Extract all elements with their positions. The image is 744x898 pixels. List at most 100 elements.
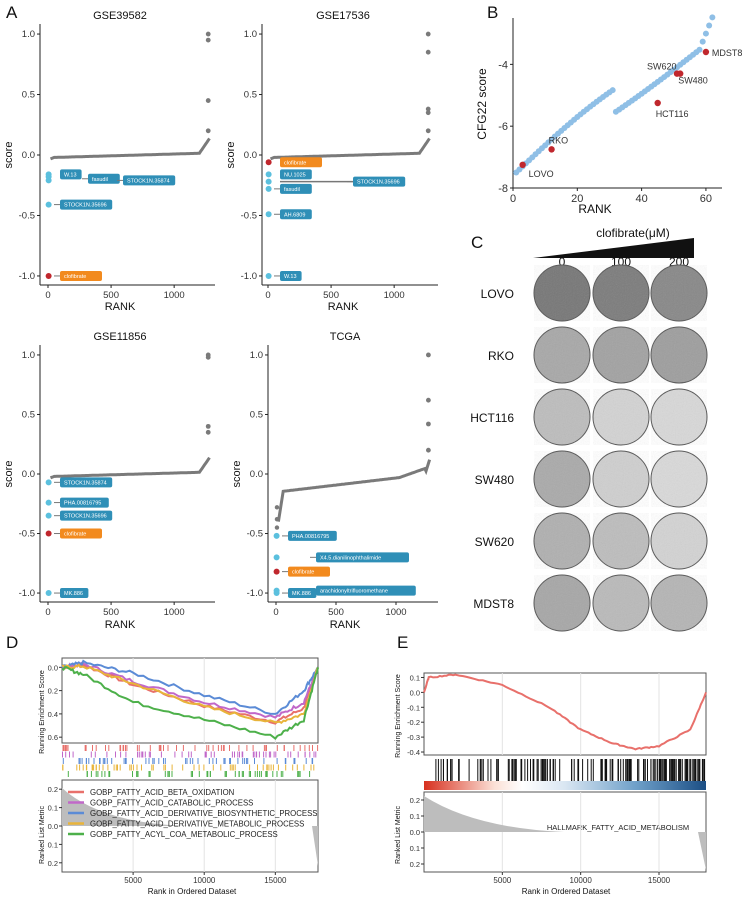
drug-label: fasudil xyxy=(92,177,108,183)
y-tick-label: 0.0 xyxy=(22,469,35,480)
well-texture xyxy=(534,327,590,383)
well-image xyxy=(533,326,591,384)
drug-label: STOCK1N.35696 xyxy=(64,514,107,520)
highlight-point xyxy=(45,201,52,208)
data-point xyxy=(709,14,716,21)
well-texture xyxy=(651,513,707,569)
y-tick-label: 0.0 xyxy=(410,828,420,837)
highlight-point xyxy=(265,178,272,185)
highlight-point xyxy=(45,177,52,184)
x-axis-label: Rank in Ordered Dataset xyxy=(148,887,237,896)
drug-label-box xyxy=(288,566,330,577)
well-texture xyxy=(593,389,649,445)
y-tick-label: 0.1 xyxy=(410,673,420,682)
y-axis-label-top: Running Enrichment Score xyxy=(39,670,46,754)
y-tick-label: 0.0 xyxy=(48,663,58,672)
highlight-point xyxy=(702,48,710,56)
drug-label-box xyxy=(60,528,102,539)
y-tick-label: 1.0 xyxy=(244,29,257,40)
panel-c: clofibrate(μM) 0 100 200LOVORKOHCT116SW480… xyxy=(470,226,708,632)
well-image xyxy=(533,450,591,508)
y-axis-label: CFG22 score xyxy=(475,68,489,140)
es-curve xyxy=(61,666,319,741)
y-tick-label: 0.0 xyxy=(250,469,263,480)
rank-plot-gse11856: GSE11856 RANK score 1.0 0.5 0.0 -0.5 -1.0 0 50… xyxy=(3,331,215,631)
drug-label-box xyxy=(123,175,176,186)
drug-label: clofibrate xyxy=(64,532,86,538)
drug-label-box xyxy=(60,477,113,488)
panel-e: Running Enrichment Score Ranked List Met… xyxy=(395,672,707,896)
y-tick-label: -0.5 xyxy=(241,210,257,221)
y-tick-label: -1.0 xyxy=(19,588,35,599)
well-texture xyxy=(534,265,590,321)
y-tick-label: 0.5 xyxy=(22,90,35,101)
rank-plot-gse39582: GSE39582 RANK score 1.0 0.5 0.0 -0.5 -1.0 0 50… xyxy=(3,10,215,313)
cell-line-label: SW620 xyxy=(647,62,677,72)
data-point xyxy=(426,397,431,403)
panel-b: RANK CFG22 score -4 -6 -80 20 40 60 LOVO RKO HCT… xyxy=(475,14,742,216)
y-axis-label: score xyxy=(225,142,237,169)
x-axis-label: RANK xyxy=(105,301,136,313)
legend-label: GOBP_FATTY_ACID_DERIVATIVE_BIOSYNTHETIC_… xyxy=(90,809,317,818)
y-tick-label: -0.5 xyxy=(247,529,263,540)
data-point xyxy=(274,517,280,522)
drug-label: W.13 xyxy=(284,274,297,280)
y-tick-label: 0.5 xyxy=(244,90,257,101)
well-image xyxy=(650,264,708,322)
highlight-point xyxy=(265,159,272,166)
rank-color-bar xyxy=(424,781,706,790)
y-tick-label: 0.0 xyxy=(48,822,58,831)
highlight-point xyxy=(265,211,272,218)
drug-label-box xyxy=(60,588,89,599)
drug-label-box xyxy=(60,270,102,281)
highlight-point xyxy=(273,554,280,561)
cell-line-label: MDST8 xyxy=(712,48,743,58)
concentration-wedge xyxy=(533,238,694,258)
well-texture xyxy=(651,575,707,631)
drug-label: NU.1025 xyxy=(284,172,306,178)
data-point xyxy=(696,46,703,53)
well-image xyxy=(533,264,591,322)
highlight-point xyxy=(548,146,555,153)
drug-label-box xyxy=(88,173,120,184)
drug-label: STOCK1N.35696 xyxy=(357,180,400,186)
well-image xyxy=(592,264,650,322)
x-axis-label: RANK xyxy=(578,202,611,216)
data-point xyxy=(426,447,431,453)
data-point xyxy=(205,31,211,37)
data-point xyxy=(274,525,280,530)
drug-label: PHA.00816795 xyxy=(64,501,101,507)
y-tick-label: 0.2 xyxy=(48,785,58,794)
data-point xyxy=(274,505,280,510)
drug-label: W.13 xyxy=(64,172,77,178)
drug-label-box xyxy=(60,497,109,508)
highlight-point xyxy=(519,161,526,169)
y-tick-label: 0.1 xyxy=(410,844,420,853)
x-tick-label: 500 xyxy=(103,290,119,301)
panel-label-a: A xyxy=(6,3,18,22)
data-point xyxy=(205,423,211,429)
cell-line-label: SW480 xyxy=(475,473,515,487)
x-tick-label: 500 xyxy=(328,607,344,618)
data-point xyxy=(702,30,709,37)
x-tick-label: 1000 xyxy=(164,290,185,301)
well-texture xyxy=(593,513,649,569)
score-curve xyxy=(276,459,432,522)
well-texture xyxy=(593,451,649,507)
score-curve xyxy=(269,137,431,161)
y-tick-label: -0.5 xyxy=(19,529,35,540)
well-image xyxy=(650,512,708,570)
well-image xyxy=(592,388,650,446)
cell-line-label: RKO xyxy=(549,135,569,145)
data-point xyxy=(426,352,431,358)
drug-label: clofibrate xyxy=(64,274,86,280)
drug-label: STOCK1N.35874 xyxy=(64,480,107,486)
es-curve xyxy=(61,663,319,725)
well-image xyxy=(592,450,650,508)
well-image xyxy=(533,512,591,570)
treatment-label: clofibrate(μM) xyxy=(596,226,670,240)
well-texture xyxy=(593,265,649,321)
highlight-point xyxy=(45,499,52,506)
well-texture xyxy=(593,575,649,631)
y-tick-label: 1.0 xyxy=(22,350,35,361)
